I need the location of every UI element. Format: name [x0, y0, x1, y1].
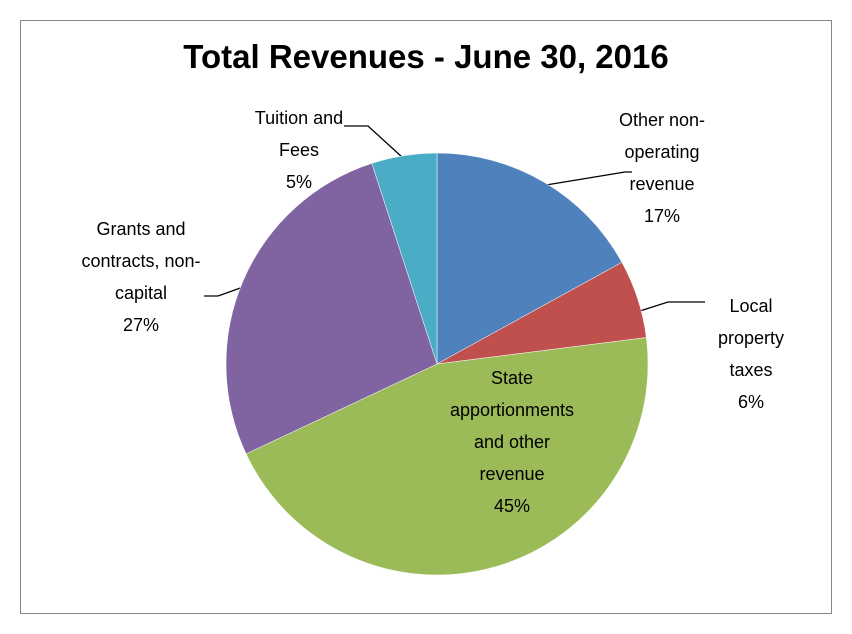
slice-value-label: 27% — [122, 315, 160, 335]
slice-value-label: 45% — [493, 496, 531, 516]
slice-value-label: 6% — [737, 392, 764, 412]
slice-category-label: State apportionments and other revenue — [449, 368, 575, 484]
slice-value-label: 5% — [285, 172, 312, 192]
slice-label: Local property taxes 6% — [706, 290, 796, 418]
leader-line — [344, 125, 403, 158]
pie-slice — [371, 152, 438, 365]
pie-slice — [436, 152, 623, 365]
slice-label: Other non-operating revenue 17% — [597, 104, 727, 232]
slice-category-label: Local property taxes — [717, 296, 785, 380]
chart-title: Total Revenues - June 30, 2016 — [183, 38, 669, 75]
slice-label: Tuition and Fees 5% — [244, 102, 354, 198]
pie-slice — [225, 163, 438, 455]
pie-slice — [245, 337, 649, 576]
slice-label: Grants and contracts, non-capital 27% — [66, 213, 216, 341]
slice-label: State apportionments and other revenue 45… — [447, 362, 577, 522]
slice-category-label: Other non-operating revenue — [618, 110, 706, 194]
slice-value-label: 17% — [643, 206, 681, 226]
leader-line — [204, 285, 247, 297]
slice-category-label: Tuition and Fees — [254, 108, 344, 160]
slice-category-label: Grants and contracts, non-capital — [81, 219, 201, 303]
leader-line — [545, 171, 632, 186]
